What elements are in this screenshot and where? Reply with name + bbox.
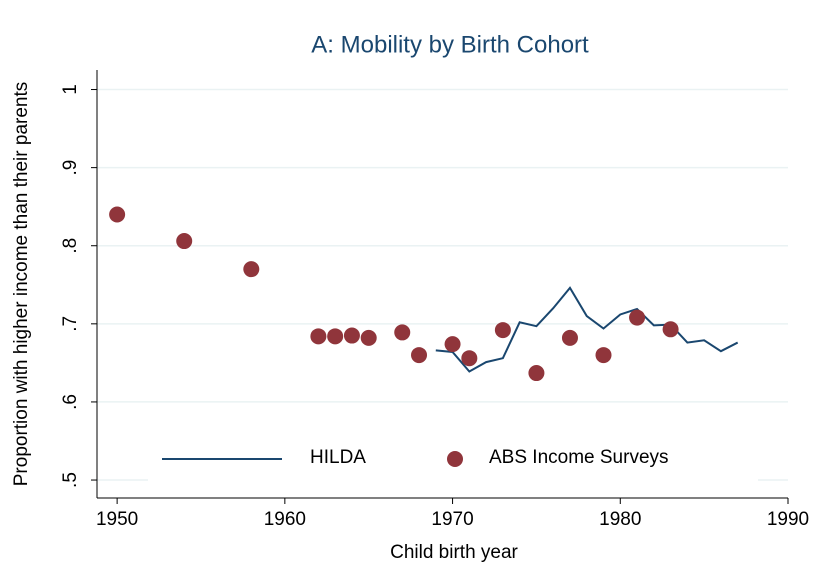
scatter-point xyxy=(243,261,260,278)
x-tick-label: 1990 xyxy=(767,509,809,530)
legend-label: HILDA xyxy=(310,447,366,468)
scatter-point xyxy=(528,365,545,382)
y-tick-label: .9 xyxy=(60,160,81,176)
scatter-point xyxy=(561,329,578,346)
scatter-point xyxy=(595,347,612,364)
scatter-point xyxy=(662,321,679,338)
scatter-point xyxy=(360,329,377,346)
x-tick-label: 1960 xyxy=(264,509,306,530)
y-tick-label: .8 xyxy=(60,238,81,254)
y-tick-label: .5 xyxy=(60,472,81,488)
scatter-point xyxy=(343,327,360,344)
line-series xyxy=(435,286,739,373)
scatter-point xyxy=(461,350,478,367)
scatter-point xyxy=(176,233,193,250)
y-axis-label: Proportion with higher income than their… xyxy=(11,82,32,487)
scatter-point xyxy=(411,347,428,364)
y-tick-label: 1 xyxy=(60,84,81,95)
scatter-point xyxy=(494,322,511,339)
x-tick-label: 1970 xyxy=(431,509,473,530)
scatter-point xyxy=(444,336,461,353)
legend-key xyxy=(447,451,463,467)
scatter-point xyxy=(629,309,646,326)
x-tick-label: 1980 xyxy=(599,509,641,530)
x-tick-label: 1950 xyxy=(96,509,138,530)
y-tick-label: .7 xyxy=(60,316,81,332)
chart-title: A: Mobility by Birth Cohort xyxy=(311,31,589,58)
x-axis-label: Child birth year xyxy=(390,542,518,563)
scatter-point xyxy=(310,328,327,345)
scatter-point xyxy=(109,206,126,223)
y-tick-label: .6 xyxy=(60,394,81,410)
legend-label: ABS Income Surveys xyxy=(489,447,669,468)
scatter-point xyxy=(327,328,344,345)
scatter-point xyxy=(394,324,411,341)
